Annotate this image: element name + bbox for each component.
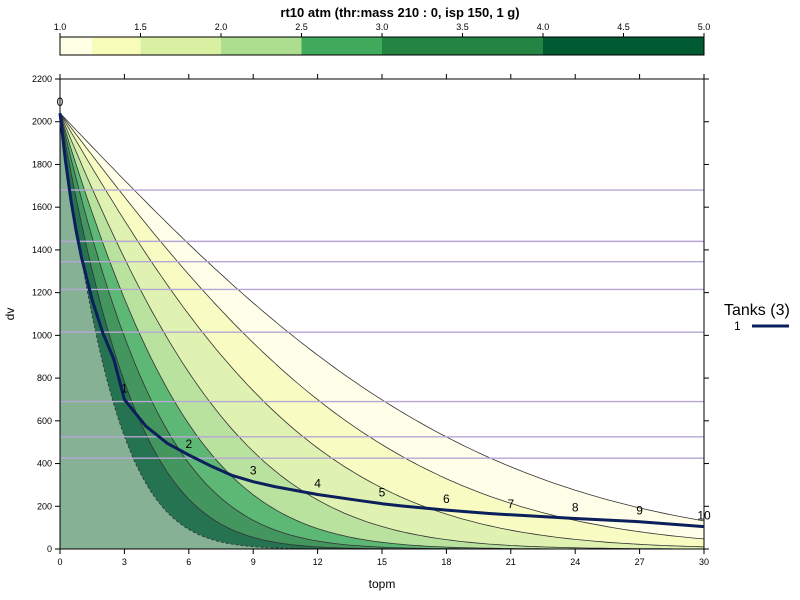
colorbar-swatch [382, 37, 543, 55]
contour-line [59, 113, 549, 550]
legend: Tanks (3) 1 [724, 302, 790, 333]
contour-band [60, 113, 549, 549]
x-tick-label: 27 [635, 557, 645, 567]
colorbar-tick-label: 4.0 [537, 22, 550, 32]
colorbar: 1.0 1.5 2.0 2.5 3.0 3.5 4.0 4.5 5.0 [54, 22, 711, 56]
contour-band-inner [60, 113, 318, 549]
x-tick-label: 18 [441, 557, 451, 567]
marker-label: 10 [697, 509, 711, 523]
marker-label: 6 [443, 492, 450, 506]
contour-band [60, 113, 704, 549]
colorbar-swatch [221, 37, 302, 55]
y-tick-label: 200 [37, 501, 52, 511]
y-tick-label: 1800 [32, 159, 52, 169]
x-tick-label: 0 [57, 557, 62, 567]
chart-title: rt10 atm (thr:mass 210 : 0, isp 150, 1 g… [280, 5, 519, 20]
marker-label: 8 [572, 500, 579, 514]
y-tick-label: 1200 [32, 288, 52, 298]
colorbar-swatch [92, 37, 141, 55]
contour-line [59, 112, 705, 540]
marker-label: 4 [314, 477, 321, 491]
x-tick-label: 30 [699, 557, 709, 567]
contour-line [59, 113, 468, 550]
x-tick-label: 21 [506, 557, 516, 567]
x-tick-label: 15 [377, 557, 387, 567]
marker-label: 5 [379, 486, 386, 500]
contour-band [60, 113, 393, 549]
plot-area: 0 3 6 9 12 15 18 21 24 27 300200400600800100012001… [32, 74, 711, 567]
contour-line [59, 112, 705, 548]
colorbar-tick-label: 3.0 [376, 22, 389, 32]
contour-line [59, 113, 672, 550]
x-tick-label: 9 [251, 557, 256, 567]
colorbar-tick-label: 3.5 [456, 22, 469, 32]
marker-label: 2 [185, 437, 192, 451]
contour-line [59, 113, 318, 550]
x-tick-label: 6 [186, 557, 191, 567]
y-axis-title: dv [3, 308, 17, 321]
colorbar-tick-label: 1.5 [134, 22, 147, 32]
legend-label: 1 [734, 319, 741, 333]
x-axis-title: topm [369, 577, 396, 591]
y-tick-label: 1400 [32, 245, 52, 255]
colorbar-tick-label: 2.5 [295, 22, 308, 32]
marker-label: 3 [250, 464, 257, 478]
contour-band [60, 113, 704, 549]
y-tick-label: 800 [37, 373, 52, 383]
y-tick-label: 0 [47, 544, 52, 554]
legend-title: Tanks (3) [724, 302, 790, 319]
series-line [58, 113, 705, 529]
y-tick-label: 2000 [32, 117, 52, 127]
x-tick-label: 24 [570, 557, 580, 567]
colorbar-tick-label: 1.0 [54, 22, 67, 32]
x-tick-label: 12 [313, 557, 323, 567]
contour-line [59, 112, 705, 522]
marker-label: 0 [57, 95, 64, 109]
marker-label: 7 [507, 497, 514, 511]
y-tick-label: 2200 [32, 74, 52, 84]
colorbar-tick-label: 4.5 [617, 22, 630, 32]
y-tick-label: 1000 [32, 330, 52, 340]
colorbar-swatch [301, 37, 382, 55]
y-tick-label: 1600 [32, 202, 52, 212]
colorbar-tick-label: 5.0 [698, 22, 711, 32]
colorbar-swatch [543, 37, 704, 55]
marker-label: 1 [121, 381, 128, 395]
contour-line [59, 113, 393, 550]
marker-label: 9 [636, 504, 643, 518]
y-tick-label: 600 [37, 416, 52, 426]
colorbar-swatch [140, 37, 221, 55]
x-tick-label: 3 [122, 557, 127, 567]
contour-band [60, 113, 672, 549]
colorbar-swatch [60, 37, 93, 55]
y-tick-label: 400 [37, 459, 52, 469]
colorbar-tick-label: 2.0 [215, 22, 228, 32]
